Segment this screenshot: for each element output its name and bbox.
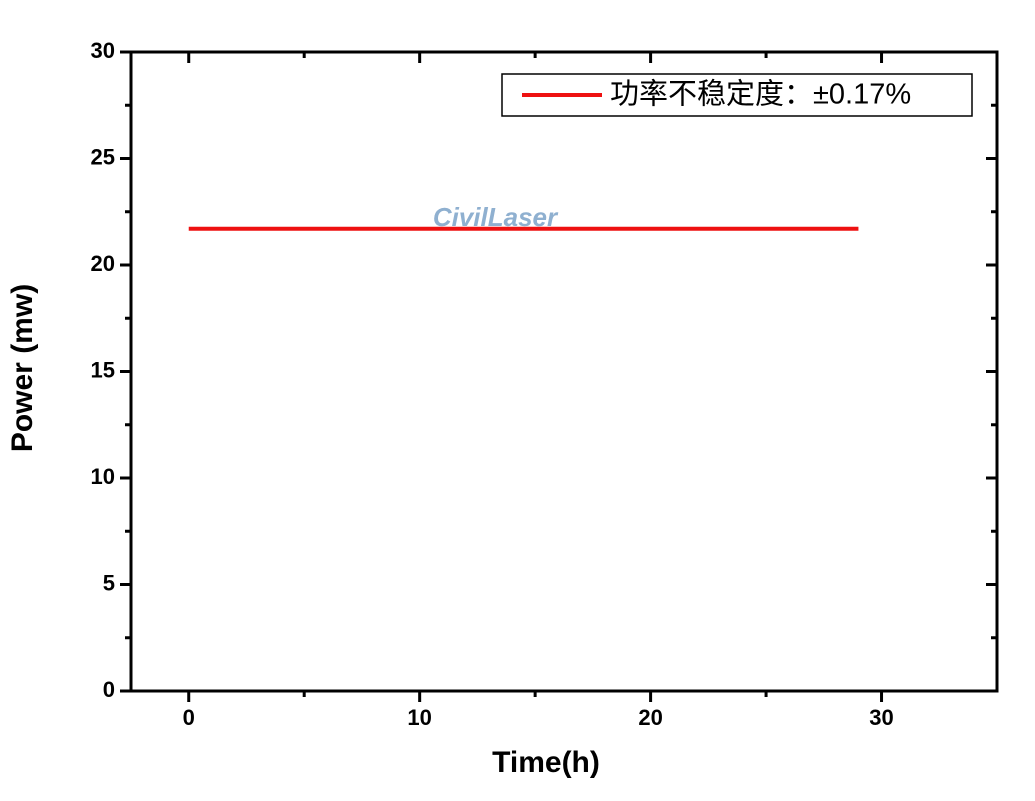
x-tick-label: 30 (869, 705, 893, 730)
x-tick-label: 10 (407, 705, 431, 730)
plot-frame (129, 50, 999, 693)
x-tick-label: 0 (183, 705, 195, 730)
y-tick-label: 15 (91, 357, 115, 382)
y-tick-label: 25 (91, 144, 115, 169)
y-axis-title: Power (mw) (6, 284, 39, 452)
y-tick-label: 10 (91, 464, 115, 489)
legend-label: 功率不稳定度：±0.17% (610, 78, 911, 111)
y-tick-label: 5 (103, 570, 115, 595)
y-tick-label: 20 (91, 251, 115, 276)
y-tick-label: 0 (103, 677, 115, 702)
y-tick-label: 30 (91, 38, 115, 63)
x-tick-label: 20 (638, 705, 662, 730)
x-axis-title: Time(h) (492, 746, 600, 779)
